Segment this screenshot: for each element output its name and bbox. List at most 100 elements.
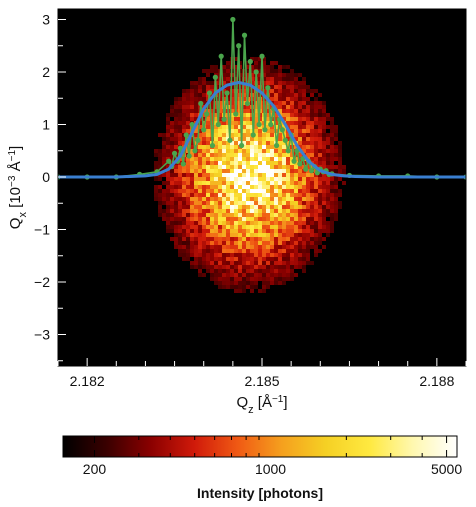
heatmap-cell <box>306 217 310 221</box>
heatmap-cell <box>298 193 302 197</box>
heatmap-cell <box>318 161 322 165</box>
heatmap-cell <box>234 213 238 217</box>
heatmap-cell <box>222 213 226 217</box>
heatmap-cell <box>206 109 210 113</box>
heatmap-cell <box>278 93 282 97</box>
heatmap-cell <box>238 137 242 141</box>
heatmap-cell <box>198 193 202 197</box>
heatmap-cell <box>250 277 254 281</box>
heatmap-cell <box>194 173 198 177</box>
heatmap-cell <box>234 257 238 261</box>
heatmap-cell <box>282 105 286 109</box>
heatmap-cell <box>266 205 270 209</box>
heatmap-cell <box>222 149 226 153</box>
heatmap-cell <box>154 153 158 157</box>
heatmap-cell <box>258 81 262 85</box>
heatmap-cell <box>242 117 246 121</box>
heatmap-cell <box>210 245 214 249</box>
heatmap-cell <box>318 173 322 177</box>
series-1-point <box>262 127 268 133</box>
heatmap-cell <box>314 253 318 257</box>
heatmap-cell <box>202 161 206 165</box>
heatmap-cell <box>314 129 318 133</box>
heatmap-cell <box>250 229 254 233</box>
heatmap-cell <box>174 149 178 153</box>
heatmap-cell <box>222 173 226 177</box>
heatmap-cell <box>326 185 330 189</box>
heatmap-cell <box>290 265 294 269</box>
heatmap-cell <box>258 221 262 225</box>
heatmap-cell <box>222 81 226 85</box>
heatmap-cell <box>214 217 218 221</box>
heatmap-cell <box>274 117 278 121</box>
heatmap-cell <box>258 145 262 149</box>
heatmap-cell <box>314 205 318 209</box>
y-tick-label: −3 <box>34 327 50 343</box>
heatmap-cell <box>290 193 294 197</box>
heatmap-cell <box>222 233 226 237</box>
heatmap-cell <box>174 97 178 101</box>
heatmap-cell <box>290 257 294 261</box>
heatmap-cell <box>198 141 202 145</box>
heatmap-cell <box>314 89 318 93</box>
heatmap-cell <box>238 209 242 213</box>
heatmap-cell <box>306 105 310 109</box>
heatmap-cell <box>166 129 170 133</box>
heatmap-cell <box>198 209 202 213</box>
heatmap-cell <box>270 77 274 81</box>
heatmap-cell <box>338 169 342 173</box>
heatmap-cell <box>222 65 226 69</box>
heatmap-cell <box>278 65 282 69</box>
heatmap-cell <box>298 253 302 257</box>
heatmap-cell <box>186 125 190 129</box>
heatmap-cell <box>222 165 226 169</box>
heatmap-cell <box>226 129 230 133</box>
heatmap-cell <box>218 273 222 277</box>
heatmap-cell <box>298 145 302 149</box>
heatmap-cell <box>250 289 254 293</box>
heatmap-cell <box>210 81 214 85</box>
heatmap-cell <box>274 233 278 237</box>
heatmap-cell <box>290 277 294 281</box>
heatmap-cell <box>274 149 278 153</box>
heatmap-cell <box>270 141 274 145</box>
heatmap-cell <box>286 213 290 217</box>
heatmap-cell <box>190 117 194 121</box>
heatmap-cell <box>222 121 226 125</box>
heatmap-cell <box>238 265 242 269</box>
heatmap-cell <box>322 237 326 241</box>
heatmap-cell <box>206 201 210 205</box>
heatmap-cell <box>198 201 202 205</box>
y-tick-label: 2 <box>42 64 50 80</box>
heatmap-cell <box>238 141 242 145</box>
heatmap-cell <box>230 165 234 169</box>
series-1-point <box>308 168 315 174</box>
heatmap-cell <box>258 257 262 261</box>
heatmap-cell <box>234 145 238 149</box>
heatmap-cell <box>258 229 262 233</box>
heatmap-cell <box>190 213 194 217</box>
heatmap-cell <box>270 229 274 233</box>
heatmap-cell <box>306 201 310 205</box>
heatmap-cell <box>242 233 246 237</box>
heatmap-cell <box>258 161 262 165</box>
heatmap-cell <box>194 241 198 245</box>
heatmap-cell <box>238 257 242 261</box>
heatmap-cell <box>262 253 266 257</box>
heatmap-cell <box>246 121 250 125</box>
heatmap-cell <box>206 265 210 269</box>
heatmap-cell <box>334 169 338 173</box>
heatmap-cell <box>218 165 222 169</box>
heatmap-cell <box>342 181 346 185</box>
heatmap-cell <box>202 249 206 253</box>
heatmap-cell <box>294 89 298 93</box>
heatmap-cell <box>314 245 318 249</box>
heatmap-cell <box>210 237 214 241</box>
heatmap-cell <box>262 81 266 85</box>
heatmap-cell <box>282 249 286 253</box>
heatmap-cell <box>198 197 202 201</box>
heatmap-cell <box>190 161 194 165</box>
heatmap-cell <box>278 181 282 185</box>
heatmap-cell <box>338 189 342 193</box>
heatmap-cell <box>226 225 230 229</box>
